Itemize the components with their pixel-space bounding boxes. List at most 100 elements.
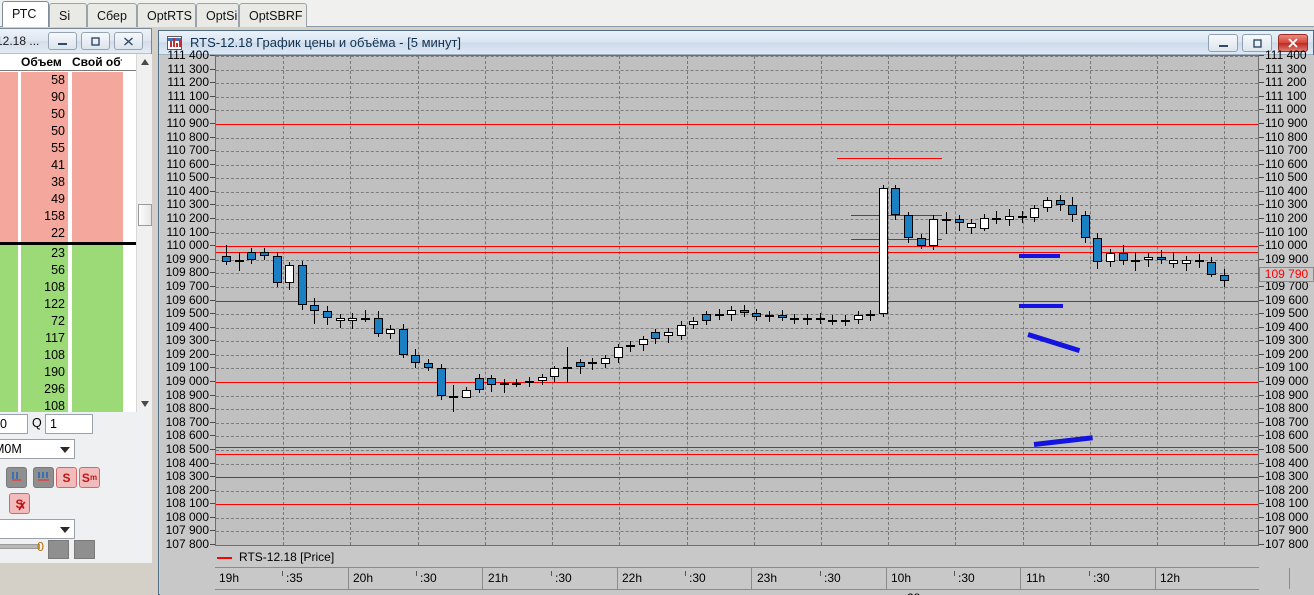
drawn-trend-segment[interactable] xyxy=(1019,253,1060,258)
orderbook-ask-row[interactable]: 41 xyxy=(0,157,136,174)
orderbook-scrollbar[interactable] xyxy=(136,54,152,412)
ask-volume-cell[interactable]: 50 xyxy=(20,106,68,123)
orderbook-bid-row[interactable]: 56 xyxy=(0,262,136,279)
orderbook-scroll-thumb[interactable] xyxy=(138,204,152,226)
ask-price-cell[interactable] xyxy=(0,174,18,191)
bid-own-volume-cell[interactable] xyxy=(71,245,123,262)
ask-own-volume-cell[interactable] xyxy=(71,191,123,208)
orderbook-bid-row[interactable]: 23 xyxy=(0,245,136,262)
ask-price-cell[interactable] xyxy=(0,106,18,123)
orderbook-bid-row[interactable]: 108 xyxy=(0,347,136,364)
orderbook-minimize-button[interactable] xyxy=(48,32,77,50)
bid-own-volume-cell[interactable] xyxy=(71,279,123,296)
ask-price-cell[interactable] xyxy=(0,72,18,89)
orderbook-ask-row[interactable]: 50 xyxy=(0,106,136,123)
bid-price-cell[interactable] xyxy=(0,262,18,279)
ask-own-volume-cell[interactable] xyxy=(71,157,123,174)
bid-own-volume-cell[interactable] xyxy=(71,296,123,313)
tab-si[interactable]: Si xyxy=(49,3,87,27)
ask-volume-cell[interactable]: 50 xyxy=(20,123,68,140)
slider-reset-button[interactable] xyxy=(74,540,95,559)
ask-price-cell[interactable] xyxy=(0,225,18,242)
tab-optrts[interactable]: OptRTS xyxy=(137,3,196,27)
bid-price-cell[interactable] xyxy=(0,245,18,262)
drawn-trend-segment[interactable] xyxy=(1019,303,1063,308)
bid-price-cell[interactable] xyxy=(0,398,18,412)
orderbook-ask-row[interactable]: 49 xyxy=(0,191,136,208)
bid-volume-cell[interactable]: 296 xyxy=(20,381,68,398)
bid-volume-cell[interactable]: 72 xyxy=(20,313,68,330)
stop-order-button[interactable]: S xyxy=(56,467,77,488)
orderbook-ask-row[interactable]: 158 xyxy=(0,208,136,225)
bid-volume-cell[interactable]: 108 xyxy=(20,279,68,296)
bid-volume-cell[interactable]: 122 xyxy=(20,296,68,313)
ask-price-cell[interactable] xyxy=(0,157,18,174)
ask-own-volume-cell[interactable] xyxy=(71,106,123,123)
tab-optsbrf[interactable]: OptSBRF xyxy=(239,3,307,27)
orderbook-bid-row[interactable]: 117 xyxy=(0,330,136,347)
orderbook-bid-row[interactable]: 108 xyxy=(0,279,136,296)
cancel-stop-order-button[interactable]: S ✗ xyxy=(9,493,30,514)
bid-volume-cell[interactable]: 108 xyxy=(20,398,68,412)
ask-price-cell[interactable] xyxy=(0,140,18,157)
orderbook-ask-row[interactable]: 38 xyxy=(0,174,136,191)
ask-volume-cell[interactable]: 58 xyxy=(20,72,68,89)
orderbook-bid-row[interactable]: 296 xyxy=(0,381,136,398)
bid-own-volume-cell[interactable] xyxy=(71,313,123,330)
bid-price-cell[interactable] xyxy=(0,364,18,381)
bid-price-cell[interactable] xyxy=(0,313,18,330)
tab-optsi[interactable]: OptSi xyxy=(196,3,239,27)
chart-plot-area[interactable] xyxy=(215,55,1259,546)
orderbook-ask-row[interactable]: 22 xyxy=(0,225,136,242)
orderbook-ask-row[interactable]: 90 xyxy=(0,89,136,106)
buy-limit-button[interactable] xyxy=(6,467,27,488)
orderbook-bid-row[interactable]: 72 xyxy=(0,313,136,330)
ask-own-volume-cell[interactable] xyxy=(71,174,123,191)
bid-volume-cell[interactable]: 108 xyxy=(20,347,68,364)
orderbook-restore-button[interactable] xyxy=(81,32,110,50)
ask-own-volume-cell[interactable] xyxy=(71,123,123,140)
ask-own-volume-cell[interactable] xyxy=(71,208,123,225)
chart-restore-button[interactable] xyxy=(1242,34,1272,52)
ask-volume-cell[interactable]: 90 xyxy=(20,89,68,106)
ask-price-cell[interactable] xyxy=(0,123,18,140)
volume-slider[interactable] xyxy=(0,544,40,549)
ask-price-cell[interactable] xyxy=(0,191,18,208)
scroll-down-arrow-icon[interactable] xyxy=(137,396,152,412)
scroll-up-arrow-icon[interactable] xyxy=(137,54,152,70)
ask-own-volume-cell[interactable] xyxy=(71,225,123,242)
orderbook-bid-row[interactable]: 108 xyxy=(0,398,136,412)
bid-volume-cell[interactable]: 117 xyxy=(20,330,68,347)
bid-price-cell[interactable] xyxy=(0,347,18,364)
slider-step-button[interactable] xyxy=(48,540,69,559)
bid-volume-cell[interactable]: 190 xyxy=(20,364,68,381)
ask-price-cell[interactable] xyxy=(0,89,18,106)
orderbook-titlebar[interactable]: -12.18 ... xyxy=(0,29,151,54)
bid-own-volume-cell[interactable] xyxy=(71,381,123,398)
orderbook-ask-row[interactable]: 50 xyxy=(0,123,136,140)
ask-own-volume-cell[interactable] xyxy=(71,72,123,89)
tab--[interactable]: РТС xyxy=(2,1,49,27)
orderbook-ask-row[interactable]: 58 xyxy=(0,72,136,89)
ask-volume-cell[interactable]: 41 xyxy=(20,157,68,174)
price-input[interactable]: 80 xyxy=(0,414,28,434)
ask-volume-cell[interactable]: 158 xyxy=(20,208,68,225)
ask-own-volume-cell[interactable] xyxy=(71,140,123,157)
bid-own-volume-cell[interactable] xyxy=(71,262,123,279)
bid-price-cell[interactable] xyxy=(0,279,18,296)
ask-price-cell[interactable] xyxy=(0,208,18,225)
sell-limit-button[interactable] xyxy=(33,467,54,488)
bid-own-volume-cell[interactable] xyxy=(71,364,123,381)
orderbook-bid-row[interactable]: 190 xyxy=(0,364,136,381)
bid-price-cell[interactable] xyxy=(0,330,18,347)
chart-close-button[interactable] xyxy=(1278,34,1308,52)
bid-price-cell[interactable] xyxy=(0,296,18,313)
ask-volume-cell[interactable]: 55 xyxy=(20,140,68,157)
tab--[interactable]: Сбер xyxy=(87,3,137,27)
orderbook-table[interactable]: Объем Свой объ 5890505055413849158222356… xyxy=(0,54,152,412)
bid-own-volume-cell[interactable] xyxy=(71,347,123,364)
bid-own-volume-cell[interactable] xyxy=(71,330,123,347)
ask-volume-cell[interactable]: 49 xyxy=(20,191,68,208)
bid-price-cell[interactable] xyxy=(0,381,18,398)
